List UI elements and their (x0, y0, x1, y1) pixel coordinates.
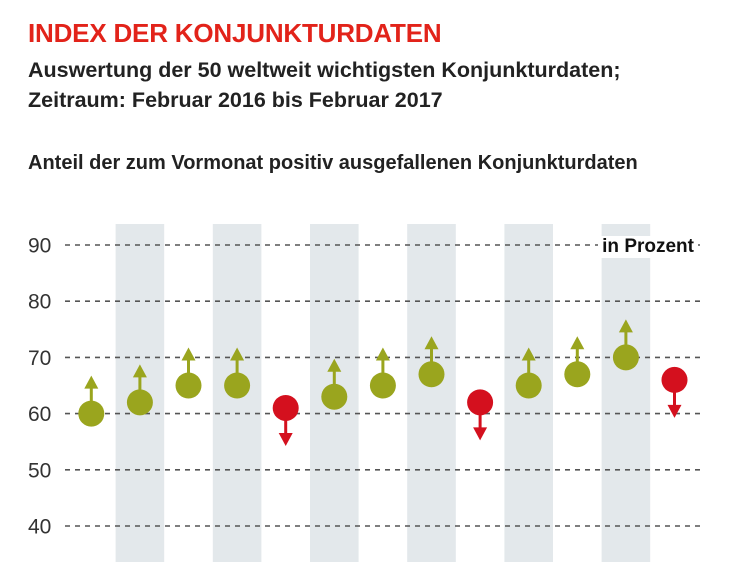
chart-title: Anteil der zum Vormonat positiv ausgefal… (28, 152, 638, 174)
data-point-up (369, 347, 396, 399)
y-axis-ticks: 40 50 60 70 80 90 (28, 235, 51, 539)
unit-label: in Prozent (598, 236, 698, 258)
data-point-marker (467, 389, 494, 416)
data-point-up (515, 347, 542, 399)
data-point-down (272, 394, 299, 446)
data-point-marker (612, 344, 639, 371)
arrow-up-icon (84, 375, 99, 389)
arrow-up-icon (521, 347, 536, 361)
data-point-marker (78, 400, 105, 427)
data-point-up (126, 364, 153, 416)
data-points (78, 319, 688, 446)
y-tick-label: 80 (28, 291, 51, 314)
arrow-down-icon (667, 404, 682, 418)
y-tick-label: 90 (28, 235, 51, 258)
data-point-marker (661, 366, 688, 393)
column-band (601, 224, 651, 562)
data-point-up (564, 336, 591, 388)
data-point-marker (126, 389, 153, 416)
subtitle: Auswertung der 50 weltweit wichtigsten K… (28, 55, 621, 115)
y-tick-label: 60 (28, 403, 51, 426)
arrow-down-icon (278, 432, 293, 446)
arrow-up-icon (424, 336, 439, 350)
y-tick-label: 70 (28, 347, 51, 370)
data-point-up (175, 347, 202, 399)
data-point-up (78, 375, 105, 427)
data-point-marker (418, 361, 445, 388)
arrow-up-icon (230, 347, 245, 361)
y-tick-label: 40 (28, 516, 51, 539)
column-band (407, 224, 456, 562)
page-title: INDEX DER KONJUNKTURDATEN (28, 18, 442, 48)
arrow-down-icon (473, 427, 488, 441)
data-point-marker (272, 394, 299, 421)
arrow-up-icon (181, 347, 196, 361)
arrow-up-icon (570, 336, 585, 350)
data-point-up (612, 319, 639, 371)
data-point-marker (564, 361, 591, 388)
data-point-marker (515, 372, 542, 399)
data-point-up (418, 336, 445, 388)
arrow-up-icon (618, 319, 633, 333)
arrow-up-icon (132, 364, 147, 378)
data-point-up (224, 347, 251, 399)
data-point-down (661, 366, 688, 418)
arrow-up-icon (375, 347, 390, 361)
data-point-marker (321, 383, 348, 410)
data-point-marker (224, 372, 251, 399)
data-point-marker (369, 372, 396, 399)
data-point-down (467, 389, 494, 441)
arrow-up-icon (327, 358, 342, 372)
data-point-marker (175, 372, 202, 399)
data-point-up (321, 358, 348, 410)
subtitle-line-1: Auswertung der 50 weltweit wichtigsten K… (28, 58, 621, 82)
y-tick-label: 50 (28, 459, 51, 482)
subtitle-line-2: Zeitraum: Februar 2016 bis Februar 2017 (28, 88, 443, 112)
